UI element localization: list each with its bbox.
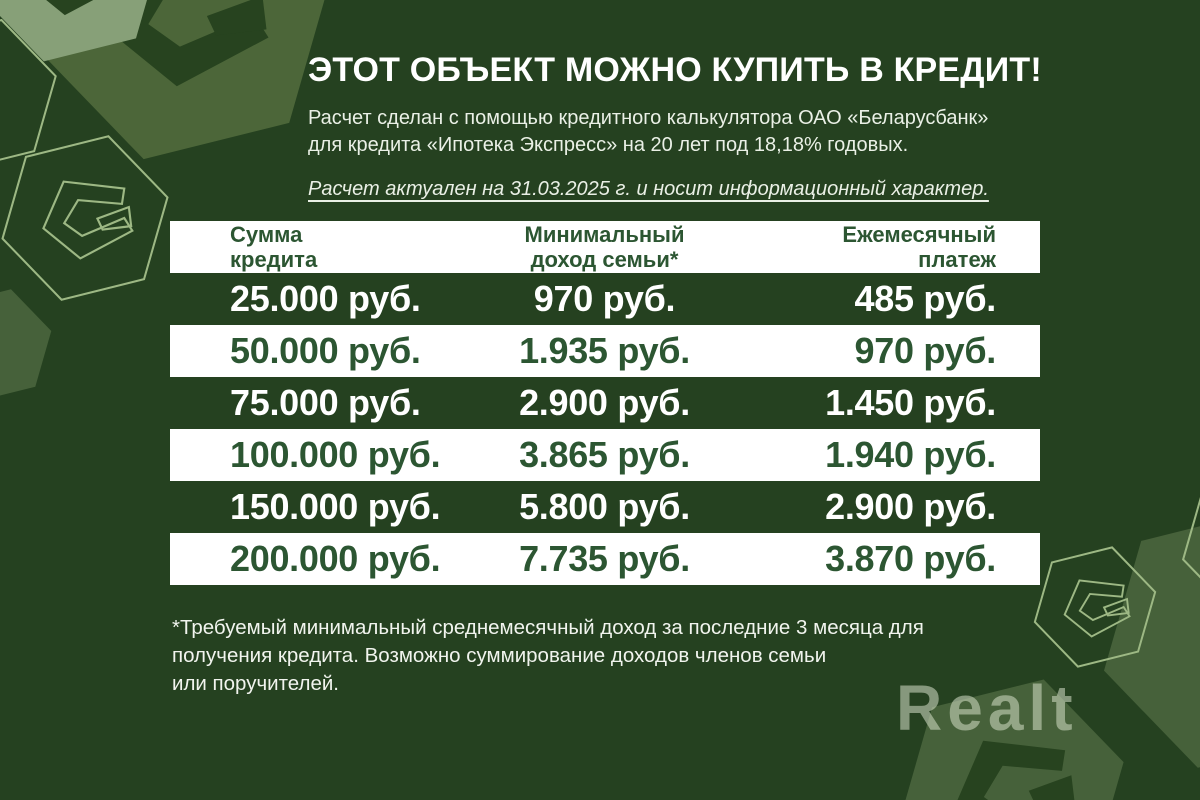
column-header-credit-sum: Сумма кредита xyxy=(230,222,318,272)
monthly-payment-cell: 2.900 руб. xyxy=(825,486,996,527)
table-row: 75.000 руб. 2.900 руб. 1.450 руб. xyxy=(170,377,1040,429)
monthly-payment-cell: 485 руб. xyxy=(854,278,997,319)
table-row: 100.000 руб. 3.865 руб. 1.940 руб. xyxy=(170,429,1040,481)
credit-sum-cell: 25.000 руб. xyxy=(230,278,421,319)
table-row: 200.000 руб. 7.735 руб. 3.870 руб. xyxy=(170,533,1040,585)
min-income-cell: 3.865 руб. xyxy=(519,434,690,475)
credit-sum-cell: 75.000 руб. xyxy=(230,382,421,423)
calculation-description-line2: для кредита «Ипотека Экспресс» на 20 лет… xyxy=(308,134,909,156)
credit-sum-cell: 150.000 руб. xyxy=(230,486,441,527)
calculation-description-line1: Расчет сделан с помощью кредитного кальк… xyxy=(308,107,989,129)
credit-table: Сумма кредита Минимальный доход семьи* Е… xyxy=(170,221,1040,585)
income-footnote-line2: получения кредита. Возможно суммирование… xyxy=(172,644,827,667)
min-income-cell: 2.900 руб. xyxy=(519,382,690,423)
column-header-min-income: Минимальный доход семьи* xyxy=(524,222,685,272)
monthly-payment-cell: 1.450 руб. xyxy=(825,382,996,423)
column-header-monthly-payment: Ежемесячный платеж xyxy=(842,222,996,272)
credit-sum-cell: 200.000 руб. xyxy=(230,538,441,579)
income-footnote: *Требуемый минимальный среднемесячный до… xyxy=(172,614,924,698)
income-footnote-line1: *Требуемый минимальный среднемесячный до… xyxy=(172,616,924,639)
min-income-cell: 5.800 руб. xyxy=(519,486,690,527)
income-footnote-line3: или поручителей. xyxy=(172,672,340,695)
min-income-cell: 970 руб. xyxy=(533,278,676,319)
calculation-description: Расчет сделан с помощью кредитного кальк… xyxy=(308,105,1068,159)
monthly-payment-cell: 1.940 руб. xyxy=(825,434,996,475)
credit-sum-cell: 50.000 руб. xyxy=(230,330,421,371)
min-income-cell: 7.735 руб. xyxy=(519,538,690,579)
table-header-row: Сумма кредита Минимальный доход семьи* Е… xyxy=(170,221,1040,273)
min-income-cell: 1.935 руб. xyxy=(519,330,690,371)
realt-logo: Realt xyxy=(896,672,1078,744)
monthly-payment-cell: 3.870 руб. xyxy=(825,538,996,579)
monthly-payment-cell: 970 руб. xyxy=(854,330,997,371)
header-block: ЭТОТ ОБЪЕКТ МОЖНО КУПИТЬ В КРЕДИТ! Расче… xyxy=(308,50,1068,202)
page-title: ЭТОТ ОБЪЕКТ МОЖНО КУПИТЬ В КРЕДИТ! xyxy=(308,51,1042,89)
table-row: 25.000 руб. 970 руб. 485 руб. xyxy=(170,273,1040,325)
credit-sum-cell: 100.000 руб. xyxy=(230,434,441,475)
validity-disclaimer: Расчет актуален на 31.03.2025 г. и носит… xyxy=(308,178,989,200)
table-row: 150.000 руб. 5.800 руб. 2.900 руб. xyxy=(170,481,1040,533)
table-row: 50.000 руб. 1.935 руб. 970 руб. xyxy=(170,325,1040,377)
